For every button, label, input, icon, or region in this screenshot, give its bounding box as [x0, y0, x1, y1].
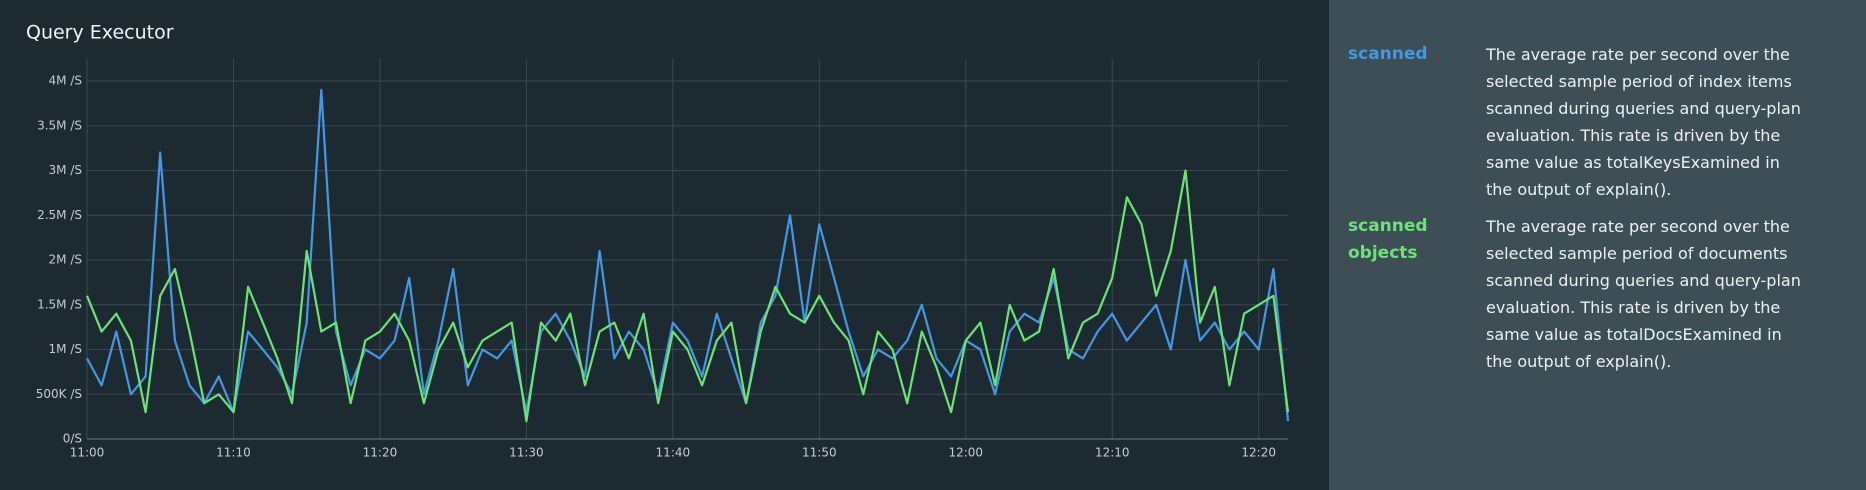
x-tick-label: 12:10	[1095, 446, 1130, 460]
y-tick-label: 1.5M /S	[37, 297, 82, 311]
y-tick-label: 3.5M /S	[37, 118, 82, 132]
y-tick-label: 1M /S	[49, 342, 82, 356]
legend-name-cell: scanned	[1329, 41, 1486, 203]
x-tick-label: 12:00	[948, 446, 983, 460]
description-line: scanned during queries and query-plan	[1486, 271, 1801, 290]
description-line: same value as totalDocsExamined in	[1486, 325, 1782, 344]
legend-description: The average rate per second over the sele…	[1486, 41, 1801, 203]
legend-panel: scanned The average rate per second over …	[1329, 0, 1866, 490]
x-tick-label: 11:00	[70, 446, 105, 460]
y-tick-label: 4M /S	[49, 74, 82, 88]
legend-name: scanned objects	[1348, 216, 1428, 263]
legend-entry: scanned objects The average rate per seco…	[1329, 213, 1866, 375]
description-line: evaluation. This rate is driven by the	[1486, 298, 1781, 317]
x-tick-label: 11:20	[363, 446, 398, 460]
series-line	[85, 169, 1290, 423]
description-line: same value as totalKeysExamined in	[1486, 153, 1780, 172]
y-tick-label: 3M /S	[49, 163, 82, 177]
legend-entry: scanned The average rate per second over …	[1329, 41, 1866, 203]
y-tick-label: 500K /S	[36, 387, 82, 401]
x-tick-label: 12:20	[1241, 446, 1276, 460]
description-line: scanned during queries and query-plan	[1486, 99, 1801, 118]
description-line: selected sample period of documents	[1486, 244, 1788, 263]
legend-name-cell: scanned objects	[1329, 213, 1486, 375]
x-tick-label: 11:30	[509, 446, 544, 460]
series-line	[86, 88, 1290, 422]
y-tick-label: 0/S	[63, 432, 82, 446]
y-tick-label: 2.5M /S	[37, 208, 82, 222]
legend: scanned The average rate per second over …	[1329, 0, 1866, 375]
description-line: The average rate per second over the	[1486, 217, 1790, 236]
x-tick-label: 11:40	[656, 446, 691, 460]
y-tick-label: 2M /S	[49, 253, 82, 267]
description-line: the output of explain().	[1486, 180, 1672, 199]
legend-description: The average rate per second over the sele…	[1486, 213, 1801, 375]
description-line: The average rate per second over the	[1486, 45, 1790, 64]
description-line: selected sample period of index items	[1486, 72, 1792, 91]
x-tick-label: 11:10	[216, 446, 251, 460]
x-tick-label: 11:50	[802, 446, 837, 460]
legend-name: scanned	[1348, 44, 1428, 64]
description-line: the output of explain().	[1486, 352, 1672, 371]
description-line: evaluation. This rate is driven by the	[1486, 126, 1781, 145]
chart-title: Query Executor	[26, 22, 174, 44]
chart: Query Executor 0/S 500K /S 1M /S 1.5M /S 2M …	[26, 22, 1290, 460]
